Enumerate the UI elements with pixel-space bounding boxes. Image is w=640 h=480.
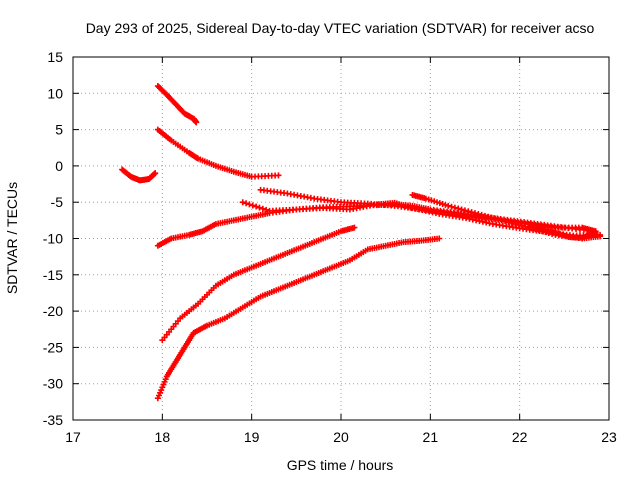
y-tick-label: -10	[43, 231, 63, 247]
data-point	[475, 210, 482, 217]
plot-frame	[72, 56, 610, 421]
series-track-b	[154, 126, 282, 180]
series-track-h	[159, 224, 358, 344]
data-point	[518, 222, 525, 229]
data-point	[243, 200, 250, 207]
data-point	[472, 210, 478, 217]
data-point	[436, 235, 443, 242]
data-point	[498, 217, 505, 224]
x-axis-label: GPS time / hours	[287, 457, 394, 473]
data-point	[502, 218, 509, 225]
data-point	[508, 220, 515, 227]
data-point	[515, 221, 522, 228]
y-tick-label: 10	[47, 85, 63, 101]
x-tick-label: 17	[65, 429, 81, 445]
data-point	[451, 204, 458, 211]
data-point	[478, 211, 485, 218]
x-tick-label: 21	[423, 429, 439, 445]
x-tick-label: 19	[244, 429, 260, 445]
data-point	[505, 219, 512, 226]
y-tick-label: 5	[55, 122, 63, 138]
y-tick-label: 15	[47, 49, 63, 65]
data-point	[253, 203, 260, 210]
y-tick-label: 0	[55, 158, 63, 174]
data-point	[482, 212, 489, 219]
data-point	[256, 204, 263, 211]
data-point	[488, 214, 495, 221]
data-point	[461, 207, 468, 214]
y-tick-label: -15	[43, 267, 63, 283]
data-point	[445, 202, 452, 209]
x-tick-label: 22	[512, 429, 528, 445]
data-point	[458, 206, 465, 213]
series-track-i	[154, 235, 443, 402]
x-tick-label: 23	[601, 429, 617, 445]
data-point	[495, 216, 502, 223]
axis-ticks: 17 18 19 20 21 22 23 15 10 5 0 -5 -10 -15 -20 -25 -30 -35	[43, 49, 617, 445]
data-point	[246, 201, 253, 208]
data-point	[249, 202, 256, 209]
y-tick-label: -20	[43, 303, 63, 319]
data-point	[522, 223, 529, 230]
y-tick-label: -30	[43, 376, 63, 392]
data-point	[512, 220, 519, 227]
y-axis-label: SDTVAR / TECUs	[4, 182, 20, 294]
data-point	[597, 233, 604, 240]
x-tick-label: 18	[155, 429, 171, 445]
series-track-j	[525, 220, 599, 241]
data-point	[455, 205, 462, 212]
data-point	[448, 203, 455, 210]
x-tick-label: 20	[333, 429, 349, 445]
data-point	[351, 224, 358, 231]
series-track-c	[119, 166, 159, 184]
y-tick-label: -5	[51, 194, 64, 210]
data-point	[152, 170, 159, 177]
data-point	[592, 229, 599, 236]
data-points	[119, 83, 604, 402]
data-point	[468, 209, 475, 216]
chart-title: Day 293 of 2025, Sidereal Day-to-day VTE…	[86, 20, 595, 36]
y-tick-label: -35	[43, 412, 63, 428]
y-tick-label: -25	[43, 339, 63, 355]
data-point	[465, 208, 472, 215]
series-track-a	[154, 83, 200, 126]
data-point	[259, 205, 266, 212]
data-point	[275, 172, 282, 179]
data-point	[492, 215, 499, 222]
data-point	[485, 213, 492, 220]
data-point	[193, 119, 200, 126]
data-point	[239, 199, 246, 206]
data-point	[263, 206, 270, 213]
